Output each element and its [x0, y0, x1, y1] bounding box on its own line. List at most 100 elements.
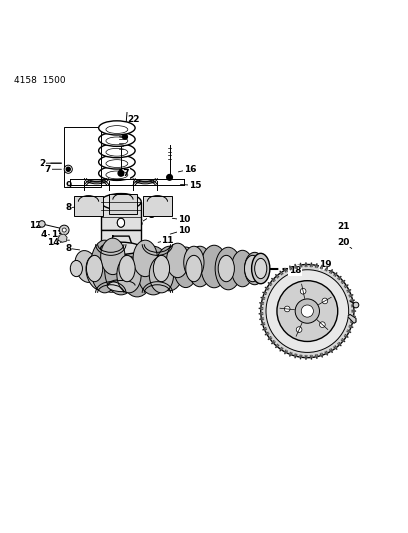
Polygon shape	[265, 287, 269, 290]
Text: 12: 12	[29, 222, 41, 230]
Polygon shape	[334, 272, 337, 277]
Ellipse shape	[244, 255, 261, 282]
Text: 16: 16	[184, 165, 196, 174]
Polygon shape	[109, 236, 135, 292]
Polygon shape	[290, 352, 292, 357]
Circle shape	[295, 299, 319, 323]
Circle shape	[296, 327, 302, 333]
Polygon shape	[259, 302, 264, 304]
Polygon shape	[262, 327, 267, 330]
Polygon shape	[351, 305, 356, 307]
Circle shape	[261, 264, 354, 358]
Ellipse shape	[153, 255, 170, 282]
Polygon shape	[285, 350, 288, 354]
Ellipse shape	[75, 251, 98, 282]
Polygon shape	[347, 330, 351, 333]
Text: 15: 15	[189, 181, 201, 190]
Ellipse shape	[133, 240, 157, 277]
Circle shape	[39, 221, 45, 227]
Polygon shape	[351, 315, 356, 317]
Circle shape	[277, 281, 338, 342]
Ellipse shape	[99, 155, 135, 169]
Polygon shape	[295, 264, 297, 268]
Circle shape	[319, 322, 325, 327]
Polygon shape	[268, 336, 272, 340]
Ellipse shape	[101, 242, 141, 254]
Polygon shape	[285, 268, 288, 272]
Text: 11: 11	[161, 207, 174, 216]
Polygon shape	[320, 353, 322, 357]
Ellipse shape	[99, 166, 135, 180]
Text: 18: 18	[289, 266, 302, 275]
Polygon shape	[280, 271, 283, 275]
Ellipse shape	[99, 121, 135, 135]
Polygon shape	[259, 318, 264, 320]
Ellipse shape	[99, 143, 135, 158]
Bar	[143, 196, 172, 216]
Bar	[74, 196, 103, 216]
Polygon shape	[271, 341, 275, 344]
Ellipse shape	[186, 255, 202, 282]
Polygon shape	[315, 354, 317, 359]
Text: 8: 8	[65, 203, 71, 212]
Ellipse shape	[166, 243, 189, 278]
Polygon shape	[275, 344, 279, 348]
Ellipse shape	[86, 255, 111, 290]
Polygon shape	[338, 342, 341, 346]
Polygon shape	[300, 263, 302, 267]
Ellipse shape	[255, 259, 267, 279]
Text: 4: 4	[41, 230, 47, 239]
Polygon shape	[347, 289, 351, 292]
Text: 22: 22	[127, 115, 140, 124]
Polygon shape	[320, 265, 322, 269]
Text: 13: 13	[51, 230, 64, 239]
Circle shape	[118, 171, 124, 176]
Circle shape	[300, 288, 306, 294]
Polygon shape	[262, 292, 267, 295]
Polygon shape	[271, 278, 275, 282]
Polygon shape	[344, 285, 348, 288]
Text: 17: 17	[117, 169, 129, 178]
Text: 2: 2	[39, 159, 45, 168]
Polygon shape	[300, 355, 302, 359]
Ellipse shape	[218, 255, 234, 282]
Polygon shape	[261, 297, 265, 300]
Circle shape	[266, 270, 349, 352]
Polygon shape	[349, 295, 353, 297]
Circle shape	[353, 302, 359, 308]
Ellipse shape	[101, 193, 141, 210]
Text: 9: 9	[65, 181, 71, 190]
Text: 21: 21	[337, 222, 350, 231]
Ellipse shape	[107, 279, 136, 292]
Polygon shape	[330, 270, 333, 273]
Ellipse shape	[119, 255, 135, 282]
Ellipse shape	[137, 246, 170, 295]
Polygon shape	[295, 354, 297, 358]
Polygon shape	[280, 348, 283, 351]
Polygon shape	[275, 274, 279, 278]
Polygon shape	[310, 263, 312, 266]
Polygon shape	[341, 338, 345, 342]
Polygon shape	[350, 320, 355, 322]
Text: 1: 1	[246, 254, 252, 263]
Bar	[109, 193, 137, 214]
Text: 11: 11	[161, 236, 174, 245]
Text: 10: 10	[177, 225, 190, 235]
Polygon shape	[265, 332, 269, 335]
Polygon shape	[352, 310, 356, 312]
Polygon shape	[341, 280, 345, 284]
Polygon shape	[330, 349, 333, 353]
Ellipse shape	[70, 261, 82, 277]
Ellipse shape	[101, 238, 125, 274]
Polygon shape	[305, 356, 307, 360]
Ellipse shape	[201, 245, 227, 288]
Ellipse shape	[86, 255, 103, 282]
Text: 7: 7	[45, 165, 51, 174]
Circle shape	[64, 165, 72, 173]
Polygon shape	[334, 346, 337, 350]
Polygon shape	[259, 312, 263, 314]
Text: 19: 19	[319, 260, 332, 269]
Polygon shape	[325, 351, 328, 356]
Ellipse shape	[91, 240, 119, 293]
Ellipse shape	[117, 256, 141, 293]
